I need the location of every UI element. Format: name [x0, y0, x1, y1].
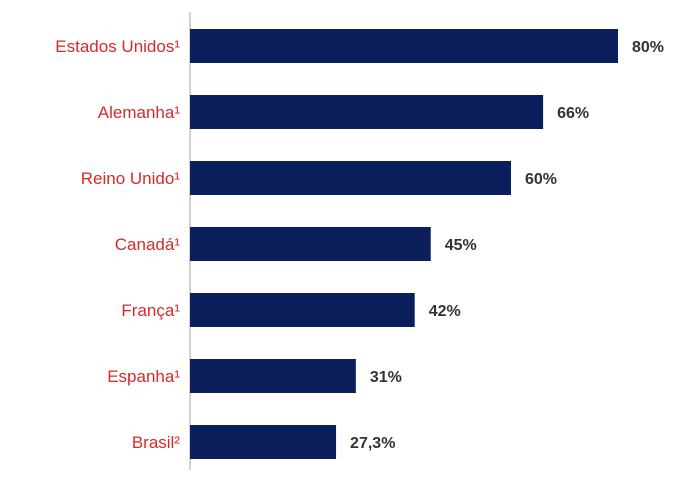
value-label-1: 66%	[557, 105, 589, 122]
category-label-5: Espanha¹	[107, 367, 180, 386]
value-label-0: 80%	[632, 39, 664, 56]
category-label-6: Brasil²	[132, 433, 181, 452]
category-labels-group: Estados Unidos¹ Alemanha¹ Reino Unido¹ Cana…	[55, 37, 180, 452]
value-label-3: 45%	[445, 237, 477, 254]
bar-1	[190, 95, 544, 129]
category-label-3: Canadá¹	[115, 235, 181, 254]
value-label-2: 60%	[525, 171, 557, 188]
bars-group	[190, 29, 618, 459]
bar-0	[190, 29, 618, 63]
bar-2	[190, 161, 511, 195]
category-label-4: França¹	[121, 301, 180, 320]
value-label-4: 42%	[429, 303, 461, 320]
value-label-6: 27,3%	[350, 435, 395, 452]
category-label-0: Estados Unidos¹	[55, 37, 180, 56]
bar-5	[190, 359, 356, 393]
bar-6	[190, 425, 337, 459]
category-label-1: Alemanha¹	[98, 103, 181, 122]
value-label-5: 31%	[370, 369, 402, 386]
value-labels-group: 80% 66% 60% 45% 42% 31% 27,3%	[350, 39, 664, 452]
bar-4	[190, 293, 415, 327]
category-label-2: Reino Unido¹	[81, 169, 181, 188]
bar-3	[190, 227, 431, 261]
